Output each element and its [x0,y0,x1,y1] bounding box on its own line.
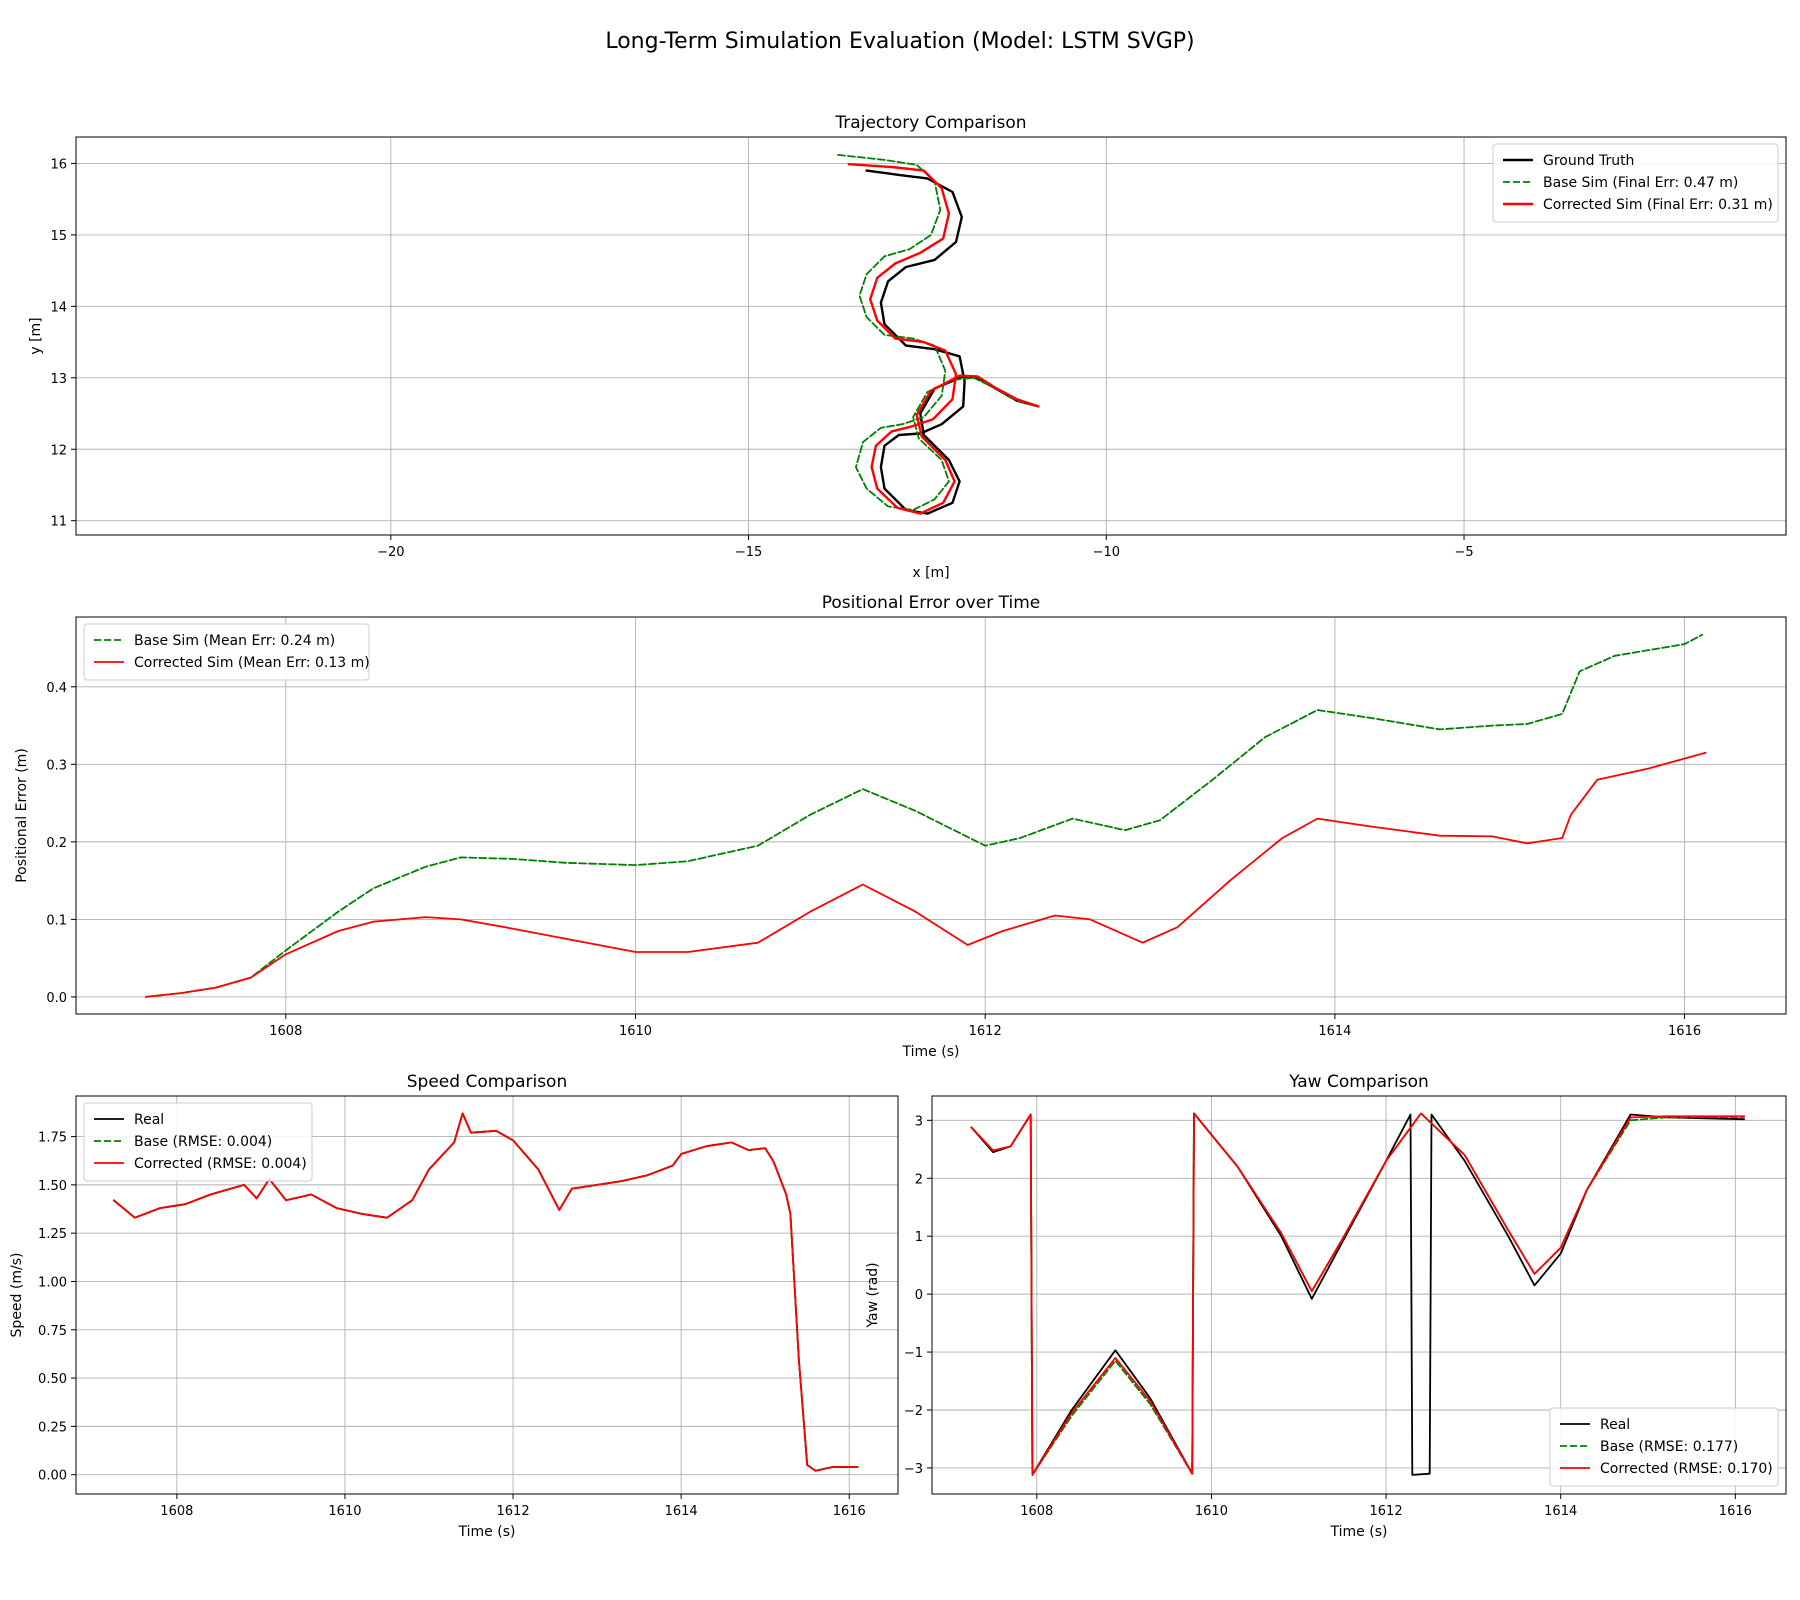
series-line-2 [112,1112,859,1472]
y-tick-label: 0.75 [38,1324,67,1339]
y-tick-label: 0.1 [46,913,67,928]
x-tick-label: 1610 [619,1024,652,1039]
x-tick-label: 1616 [1719,1504,1752,1519]
plot-frame [75,1095,899,1495]
series-line-0 [145,633,1703,998]
y-tick-label: 2 [915,1172,923,1187]
figure-title: Long-Term Simulation Evaluation (Model: … [605,29,1194,54]
x-tick-label: 1608 [1020,1504,1053,1519]
chart-title: Yaw Comparison [1288,1072,1429,1092]
legend-label-1: Base (RMSE: 0.004) [134,1134,272,1150]
series-line-2 [970,1112,1745,1476]
x-tick-label: −15 [735,545,762,560]
y-axis-label: Yaw (rad) [865,1262,881,1328]
y-tick-label: 3 [915,1114,923,1129]
y-tick-label: 0.4 [46,681,67,696]
series-line-2 [847,163,1040,515]
chart-title: Trajectory Comparison [834,113,1026,133]
x-tick-label: 1610 [328,1504,361,1519]
chart-yaw: 1608 1610 1612 1614 1616 −3 −2 −1 0 1 2 3 Yaw Compar… [865,1072,1787,1540]
y-tick-label: 0.2 [46,836,67,851]
chart-title: Positional Error over Time [822,593,1041,613]
x-tick-label: 1612 [969,1024,1002,1039]
legend-label-0: Real [134,1112,164,1128]
y-tick-label: 0.3 [46,758,67,773]
x-axis-label: x [m] [912,565,949,581]
legend-label-1: Base Sim (Final Err: 0.47 m) [1543,175,1738,191]
y-tick-label: 14 [50,300,67,315]
x-tick-label: 1614 [1318,1024,1351,1039]
x-tick-label: −20 [377,545,404,560]
x-tick-label: 1612 [1370,1504,1403,1519]
legend-label-0: Real [1600,1417,1630,1433]
y-tick-label: 0 [915,1288,923,1303]
x-tick-label: 1614 [1544,1504,1577,1519]
legend: Real Base (RMSE: 0.004) Corrected (RMSE: 0… [83,1102,313,1182]
chart-speed: 1608 1610 1612 1614 1616 0.00 0.25 0.50 0.75 1.00… [9,1072,899,1540]
series-line-1 [145,751,1707,998]
series-group [837,154,1040,515]
chart-err: 1608 1610 1612 1614 1616 0.0 0.1 0.2 0.3 0.4 Posit… [14,593,1787,1060]
x-tick-label: −5 [1454,545,1473,560]
x-tick-label: 1608 [269,1024,302,1039]
y-tick-label: 11 [50,515,67,530]
series-group [145,633,1707,998]
series-line-1 [837,154,1040,511]
x-axis-label: Time (s) [458,1524,516,1540]
y-tick-label: 13 [50,372,67,387]
series-group [970,1112,1745,1476]
x-tick-label: −10 [1093,545,1120,560]
y-tick-label: 16 [50,157,67,172]
y-axis-label: Positional Error (m) [14,748,30,883]
y-tick-label: −3 [904,1462,923,1477]
y-tick-label: −1 [904,1346,923,1361]
y-tick-label: 1.25 [38,1227,67,1242]
y-tick-label: −2 [904,1404,923,1419]
legend: Ground Truth Base Sim (Final Err: 0.47 m)… [1492,143,1779,223]
x-axis-label: Time (s) [1330,1524,1388,1540]
legend-label-1: Base (RMSE: 0.177) [1600,1439,1738,1455]
x-tick-label: 1614 [665,1504,698,1519]
y-tick-label: 0.25 [38,1420,67,1435]
x-tick-label: 1612 [497,1504,530,1519]
legend-label-0: Base Sim (Mean Err: 0.24 m) [134,633,335,649]
legend: Base Sim (Mean Err: 0.24 m) Corrected Sim… [83,623,370,681]
plot-frame [75,136,1787,536]
legend-label-1: Corrected Sim (Mean Err: 0.13 m) [134,655,370,671]
x-tick-label: 1610 [1195,1504,1228,1519]
plot-frame [75,616,1787,1015]
y-tick-label: 1 [915,1230,923,1245]
legend-label-2: Corrected Sim (Final Err: 0.31 m) [1543,197,1773,213]
y-tick-label: 12 [50,443,67,458]
y-tick-label: 0.50 [38,1372,67,1387]
y-tick-label: 1.00 [38,1275,67,1290]
y-tick-label: 1.50 [38,1179,67,1194]
chart-traj: −20 −15 −10 −5 11 12 13 14 15 16 Trajectory Compar… [28,113,1787,581]
y-tick-label: 0.00 [38,1469,67,1484]
legend-label-2: Corrected (RMSE: 0.004) [134,1156,307,1172]
x-tick-label: 1616 [833,1504,866,1519]
legend-box [1492,143,1779,223]
legend: Real Base (RMSE: 0.177) Corrected (RMSE: 0… [1549,1407,1779,1487]
legend-label-0: Ground Truth [1543,153,1634,169]
x-axis-label: Time (s) [902,1044,960,1060]
x-tick-label: 1616 [1668,1024,1701,1039]
legend-box [1549,1407,1779,1487]
legend-box [83,623,370,681]
x-tick-label: 1608 [160,1504,193,1519]
y-axis-label: Speed (m/s) [9,1253,25,1338]
legend-box [83,1102,313,1182]
chart-title: Speed Comparison [407,1072,567,1092]
series-group [112,1112,859,1472]
y-tick-label: 1.75 [38,1131,67,1146]
y-tick-label: 0.0 [46,991,67,1006]
legend-label-2: Corrected (RMSE: 0.170) [1600,1461,1773,1477]
y-axis-label: y [m] [28,317,44,354]
y-tick-label: 15 [50,229,67,244]
plot-frame [931,1095,1787,1495]
